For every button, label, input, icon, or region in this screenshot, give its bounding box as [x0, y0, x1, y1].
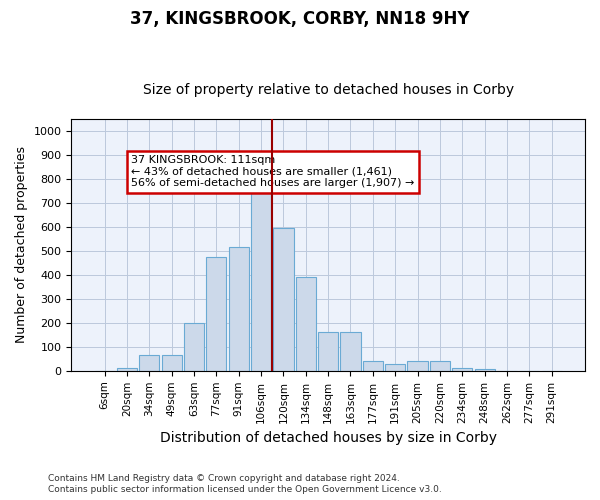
Text: 37 KINGSBROOK: 111sqm
← 43% of detached houses are smaller (1,461)
56% of semi-d: 37 KINGSBROOK: 111sqm ← 43% of detached …: [131, 155, 415, 188]
X-axis label: Distribution of detached houses by size in Corby: Distribution of detached houses by size …: [160, 431, 497, 445]
Bar: [363, 361, 383, 371]
Bar: [475, 369, 494, 371]
Bar: [340, 332, 361, 371]
Text: 37, KINGSBROOK, CORBY, NN18 9HY: 37, KINGSBROOK, CORBY, NN18 9HY: [130, 10, 470, 28]
Bar: [184, 323, 204, 371]
Bar: [251, 188, 271, 371]
Text: Contains HM Land Registry data © Crown copyright and database right 2024.
Contai: Contains HM Land Registry data © Crown c…: [48, 474, 442, 494]
Bar: [206, 257, 226, 371]
Bar: [117, 368, 137, 371]
Bar: [139, 355, 160, 371]
Bar: [318, 332, 338, 371]
Bar: [229, 246, 249, 371]
Y-axis label: Number of detached properties: Number of detached properties: [15, 146, 28, 344]
Bar: [161, 355, 182, 371]
Bar: [430, 360, 450, 371]
Bar: [296, 278, 316, 371]
Bar: [385, 364, 405, 371]
Title: Size of property relative to detached houses in Corby: Size of property relative to detached ho…: [143, 83, 514, 97]
Bar: [274, 228, 293, 371]
Bar: [407, 360, 428, 371]
Bar: [452, 368, 472, 371]
